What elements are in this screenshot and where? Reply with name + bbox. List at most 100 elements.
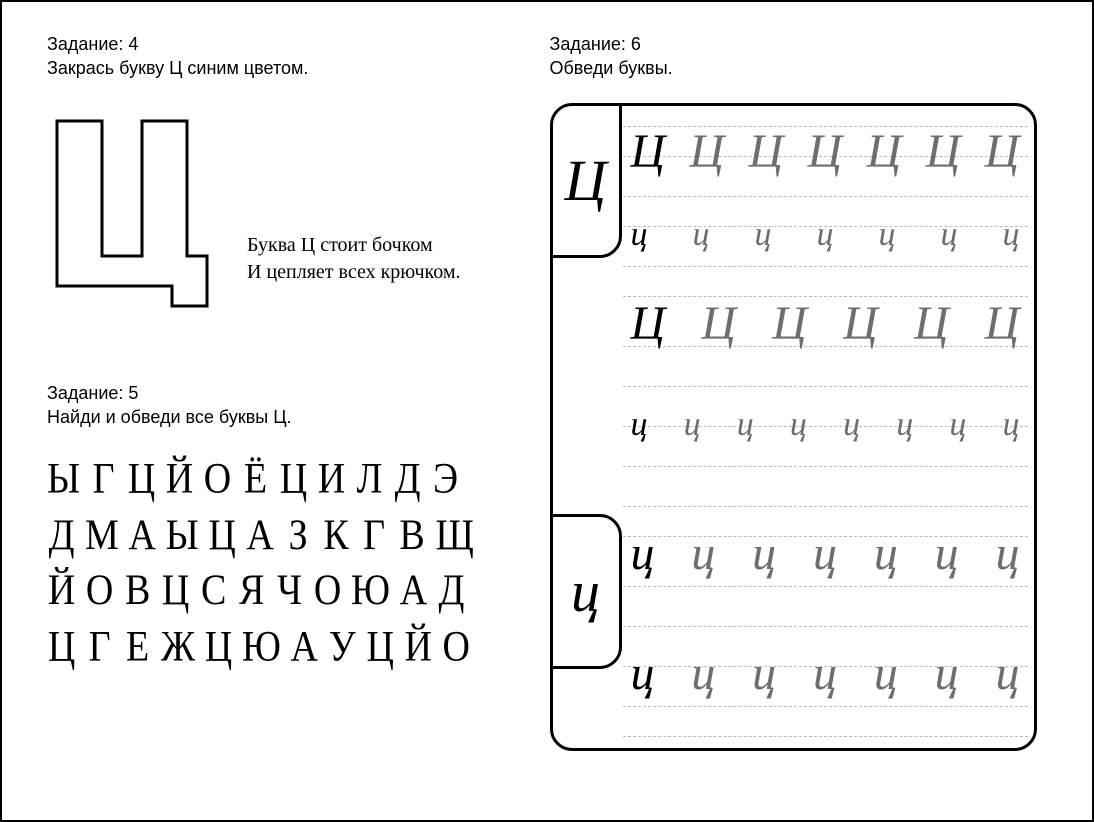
grid-letter: Г bbox=[359, 507, 389, 563]
letter-row: ЙОВЦСЯЧОЮАД bbox=[47, 563, 550, 619]
grid-letter: О bbox=[85, 563, 115, 619]
trace-letter: ц bbox=[693, 216, 710, 254]
grid-letter: Ы bbox=[47, 451, 81, 507]
grid-letter: Ю bbox=[351, 563, 391, 619]
trace-letter: Ц bbox=[914, 296, 949, 351]
grid-letter: Ц bbox=[207, 507, 237, 563]
grid-letter: Д bbox=[47, 507, 77, 563]
grid-letter: Ц bbox=[127, 451, 157, 507]
tracing-row: ЦЦЦЦЦЦЦ bbox=[631, 124, 1020, 179]
grid-letter: Ю bbox=[242, 619, 282, 675]
tracing-row: ццццццц bbox=[631, 216, 1020, 254]
trace-letter: ц bbox=[817, 216, 834, 254]
poem-line-2: И цепляет всех крючком. bbox=[247, 259, 461, 286]
big-letter-ts-outline bbox=[47, 116, 217, 311]
trace-letter: Ц bbox=[690, 124, 725, 179]
trace-letter: ц bbox=[995, 526, 1019, 581]
grid-letter: Л bbox=[355, 451, 385, 507]
exemplar-lower-box: ц bbox=[550, 514, 622, 669]
trace-letter: ц bbox=[631, 406, 648, 444]
writing-guide-line bbox=[623, 506, 1028, 507]
trace-letter: ц bbox=[691, 646, 715, 701]
trace-letter: ц bbox=[874, 526, 898, 581]
grid-letter: Е bbox=[123, 619, 153, 675]
grid-letter: А bbox=[245, 507, 275, 563]
writing-guide-line bbox=[623, 386, 1028, 387]
trace-letter: Ц bbox=[867, 124, 902, 179]
worksheet-page: Задание: 4 Закрась букву Ц синим цветом.… bbox=[2, 2, 1092, 820]
grid-letter: Ч bbox=[275, 563, 305, 619]
writing-guide-line bbox=[623, 706, 1028, 707]
grid-letter: У bbox=[328, 619, 358, 675]
grid-letter: О bbox=[203, 451, 233, 507]
task5-label: Задание: 5 bbox=[47, 381, 550, 405]
trace-letter: ц bbox=[896, 406, 913, 444]
grid-letter: Д bbox=[437, 563, 467, 619]
trace-letter: ц bbox=[752, 646, 776, 701]
trace-letter: Ц bbox=[985, 296, 1020, 351]
grid-letter: Ц bbox=[161, 563, 191, 619]
writing-guide-line bbox=[623, 736, 1028, 737]
grid-letter: Ы bbox=[166, 507, 200, 563]
task6-label: Задание: 6 bbox=[550, 32, 1053, 56]
right-column: Задание: 6 Обведи буквы. Ц ц ЦЦЦЦЦЦЦцццц… bbox=[550, 32, 1053, 790]
writing-guide-line bbox=[623, 466, 1028, 467]
grid-letter: Й bbox=[165, 451, 195, 507]
exemplar-upper-box: Ц bbox=[550, 103, 622, 258]
tracing-panel: Ц ц ЦЦЦЦЦЦЦцццццццЦЦЦЦЦЦцццццццццццццццц… bbox=[550, 103, 1037, 751]
grid-letter: Ц bbox=[366, 619, 396, 675]
trace-letter: ц bbox=[790, 406, 807, 444]
task6-block: Задание: 6 Обведи буквы. bbox=[550, 32, 1053, 81]
grid-letter: Э bbox=[431, 451, 461, 507]
poem-line-1: Буква Ц стоит бочком bbox=[247, 232, 461, 259]
task5-block: Задание: 5 Найди и обведи все буквы Ц. Ы… bbox=[47, 381, 550, 646]
trace-letter: Ц bbox=[631, 124, 666, 179]
task4-instruction: Закрась букву Ц синим цветом. bbox=[47, 56, 550, 80]
letter-and-poem: Буква Ц стоит бочком И цепляет всех крюч… bbox=[47, 116, 550, 311]
trace-letter: ц bbox=[935, 526, 959, 581]
tracing-row: цццццццц bbox=[631, 406, 1020, 444]
letter-row: ДМАЫЦАЗКГВЩ bbox=[47, 507, 550, 563]
trace-letter: ц bbox=[813, 646, 837, 701]
trace-letter: ц bbox=[874, 646, 898, 701]
trace-letter: Ц bbox=[749, 124, 784, 179]
trace-letter: ц bbox=[813, 526, 837, 581]
letter-row: ЦГЕЖЦЮАУЦЙО bbox=[47, 619, 550, 675]
grid-letter: З bbox=[283, 507, 313, 563]
letter-row: ЫГЦЙОЁЦИЛДЭ bbox=[47, 451, 550, 507]
writing-guide-line bbox=[623, 626, 1028, 627]
trace-letter: ц bbox=[935, 646, 959, 701]
trace-letter: Ц bbox=[985, 124, 1020, 179]
trace-letter: ц bbox=[879, 216, 896, 254]
trace-letter: Ц bbox=[772, 296, 807, 351]
grid-letter: Й bbox=[404, 619, 434, 675]
trace-letter: Ц bbox=[843, 296, 878, 351]
grid-letter: К bbox=[321, 507, 351, 563]
grid-letter: А bbox=[128, 507, 158, 563]
grid-letter: В bbox=[397, 507, 427, 563]
trace-letter: ц bbox=[631, 526, 655, 581]
writing-guide-line bbox=[623, 586, 1028, 587]
trace-letter: ц bbox=[995, 646, 1019, 701]
grid-letter: Я bbox=[237, 563, 267, 619]
tracing-row: ццццццц bbox=[631, 646, 1020, 701]
writing-guide-line bbox=[623, 266, 1028, 267]
grid-letter: Г bbox=[85, 619, 115, 675]
writing-guide-line bbox=[623, 196, 1028, 197]
trace-letter: ц bbox=[843, 406, 860, 444]
exemplar-upper-letter: Ц bbox=[565, 147, 607, 214]
task6-instruction: Обведи буквы. bbox=[550, 56, 1053, 80]
trace-letter: ц bbox=[631, 216, 648, 254]
trace-letter: Ц bbox=[631, 296, 666, 351]
trace-letter: Ц bbox=[926, 124, 961, 179]
trace-letter: ц bbox=[631, 646, 655, 701]
task4-label: Задание: 4 bbox=[47, 32, 550, 56]
grid-letter: А bbox=[399, 563, 429, 619]
grid-letter: С bbox=[199, 563, 229, 619]
grid-letter: Ж bbox=[161, 619, 196, 675]
grid-letter: М bbox=[85, 507, 120, 563]
task4-block: Задание: 4 Закрась букву Ц синим цветом. bbox=[47, 32, 550, 81]
trace-letter: Ц bbox=[701, 296, 736, 351]
left-column: Задание: 4 Закрась букву Ц синим цветом.… bbox=[47, 32, 550, 790]
task5-instruction: Найди и обведи все буквы Ц. bbox=[47, 405, 550, 429]
